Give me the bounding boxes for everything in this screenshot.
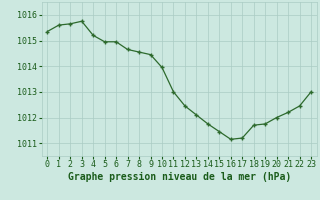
X-axis label: Graphe pression niveau de la mer (hPa): Graphe pression niveau de la mer (hPa): [68, 172, 291, 182]
